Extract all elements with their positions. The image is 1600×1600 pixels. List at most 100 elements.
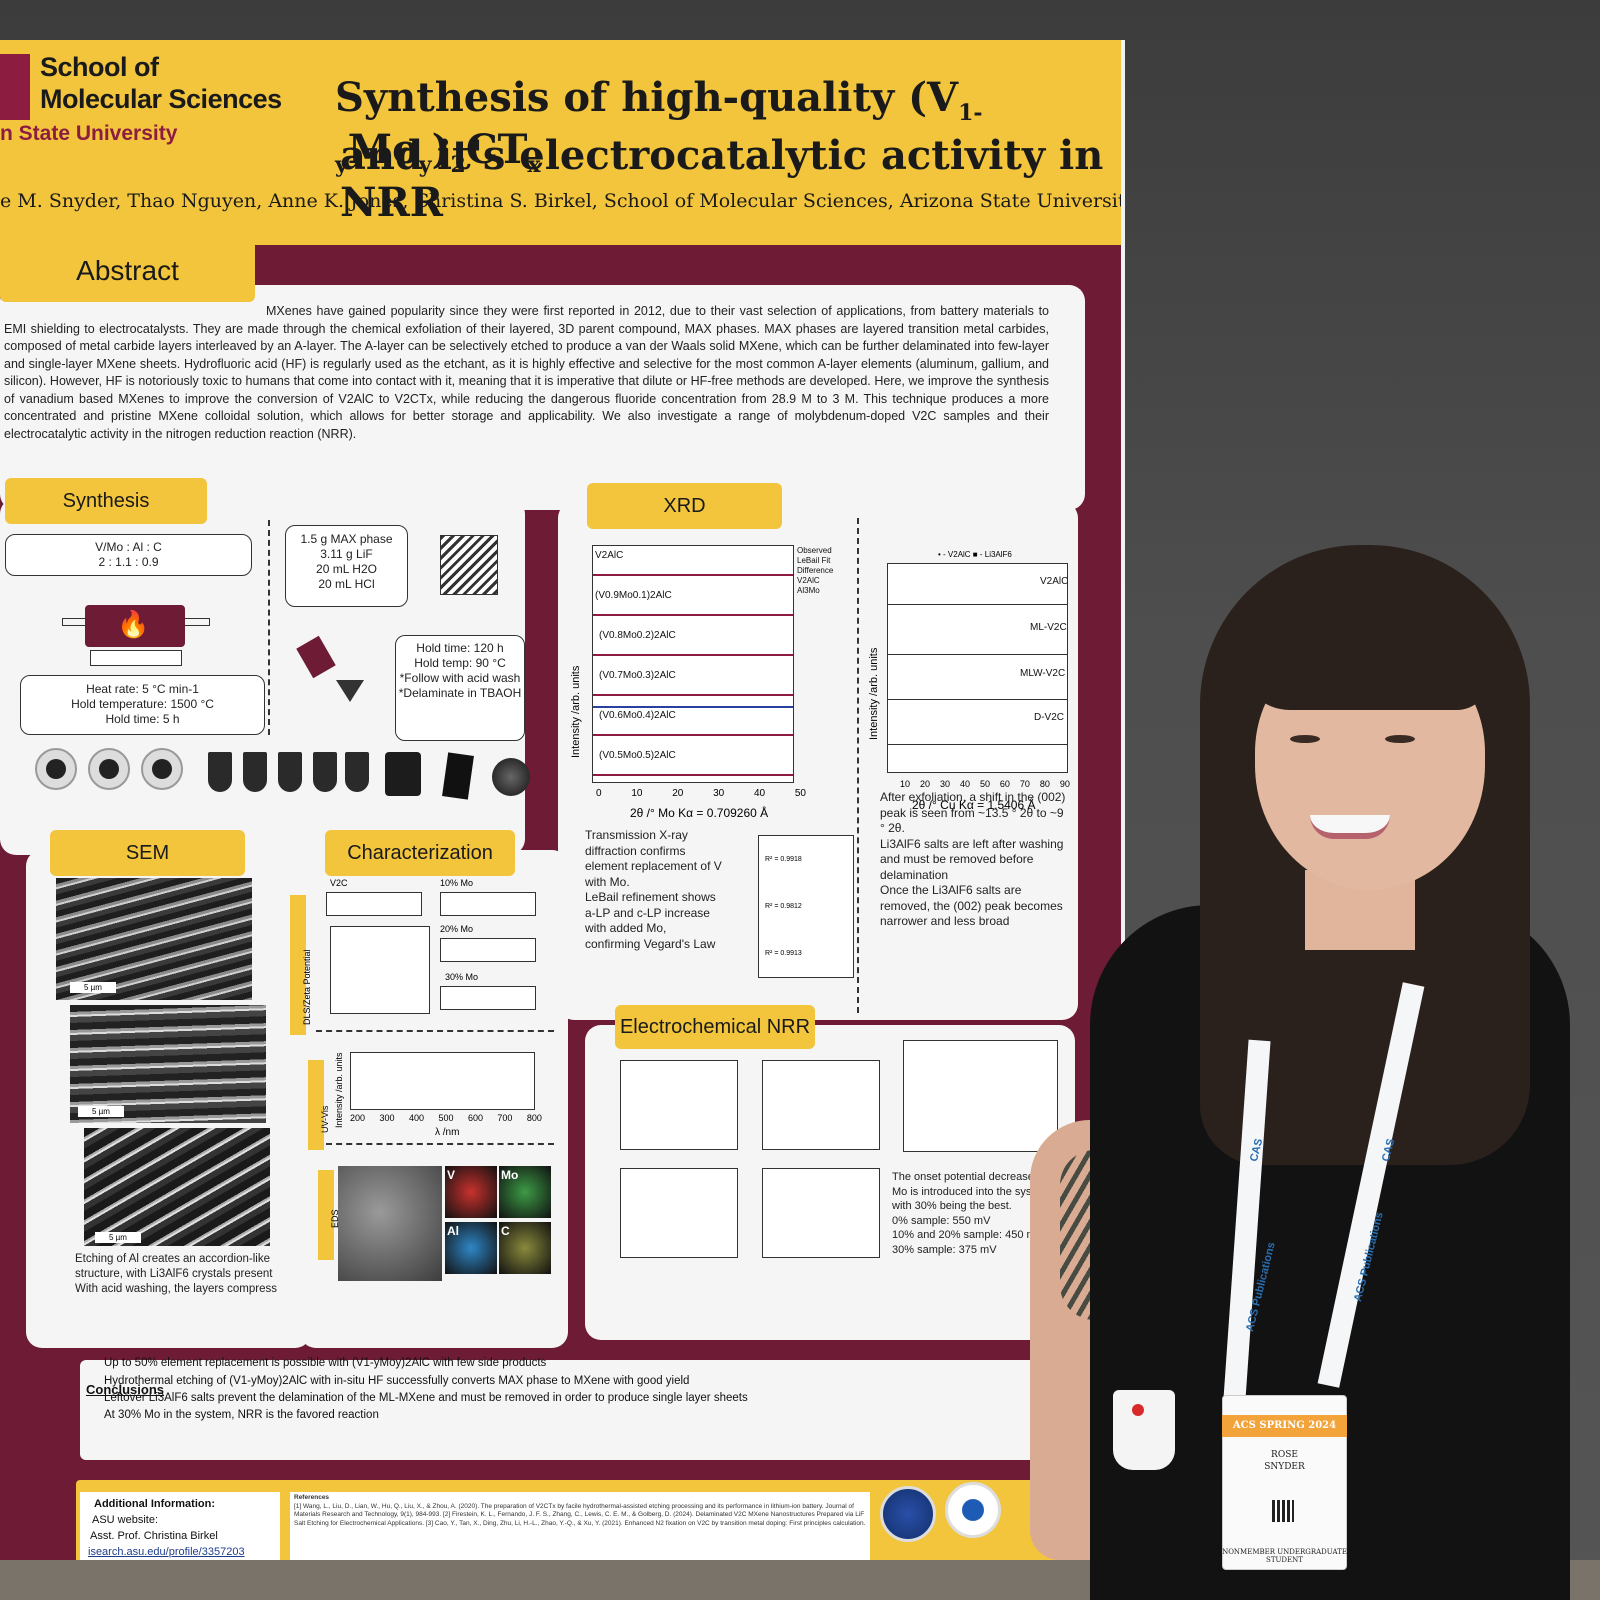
uvvis-x-tick: 200 xyxy=(350,1113,366,1123)
sample-pellet-image xyxy=(35,748,77,790)
badge-last-name: SNYDER xyxy=(1264,1462,1305,1472)
cup-contents xyxy=(1132,1404,1144,1416)
left-eye xyxy=(1290,735,1320,743)
nrr-note: 30% sample: 375 mV xyxy=(892,1243,997,1256)
cv-plot xyxy=(762,1168,880,1258)
sem-image xyxy=(56,878,252,1000)
xrd-y-axis-label: Intensity /arb. units xyxy=(570,665,582,758)
xrd-trace-label: V2AlC xyxy=(595,550,624,561)
uvvis-x-tick: 400 xyxy=(408,1113,424,1123)
nrr-note: 0% sample: 550 mV xyxy=(892,1214,991,1227)
abstract-heading: Abstract xyxy=(0,240,255,302)
xrd-trace-label: (V0.8Mo0.2)2AlC xyxy=(599,630,676,641)
synthesis-divider xyxy=(268,520,270,735)
eds-sem-image xyxy=(338,1166,442,1281)
xrd-trace xyxy=(593,654,793,656)
xrd-right-x-ticks: 10 20 30 40 50 60 70 80 90 xyxy=(900,779,1070,789)
heating-box: Heat rate: 5 °C min-1 Hold temperature: … xyxy=(20,675,265,735)
uvvis-x-tick: 800 xyxy=(526,1113,542,1123)
badge-event-band xyxy=(1222,1415,1347,1437)
conclusion-item: Leftover Li3AlF6 salts prevent the delam… xyxy=(104,1392,748,1404)
logo-university: n State University xyxy=(0,122,178,145)
uvvis-x-axis-label: λ /nm xyxy=(435,1127,460,1138)
xrd-right-legend: • - V2AlC ■ - Li3AlF6 xyxy=(938,550,1012,559)
research-poster: School of Molecular Sciences n State Uni… xyxy=(0,40,1125,1560)
synthesis-heading: Synthesis xyxy=(5,478,207,524)
xrd-trace xyxy=(888,654,1068,655)
colloid-bottle-image xyxy=(385,752,421,796)
nrr-heading: Electrochemical NRR xyxy=(615,1005,815,1049)
xrd-x-tick: 50 xyxy=(979,779,990,789)
nrr-note: The onset potential decreases as Mo is i… xyxy=(892,1171,1055,1212)
conclusions-panel xyxy=(80,1360,1090,1460)
fire-icon: 🔥 xyxy=(117,609,150,639)
sample-vial-image xyxy=(278,752,302,792)
xrd-note: After exfoliation, a shift in the (002) … xyxy=(880,790,1066,835)
xrd-divider xyxy=(857,518,859,1013)
xrd-x-tick: 10 xyxy=(900,779,911,789)
uvvis-x-tick: 500 xyxy=(438,1113,454,1123)
xrd-x-tick: 40 xyxy=(959,779,970,789)
xrd-x-tick: 30 xyxy=(939,779,950,789)
xrd-legend-item: LeBail Fit xyxy=(797,556,831,565)
side-label-bar xyxy=(318,1170,334,1260)
conclusion-item: Hydrothermal etching of (V1-yMoy)2AlC wi… xyxy=(104,1375,690,1387)
uvvis-x-tick: 300 xyxy=(379,1113,395,1123)
eds-label: Mo xyxy=(501,1168,519,1182)
fit-label: R² = 0.9812 xyxy=(765,903,802,910)
lsv-plot xyxy=(903,1040,1058,1152)
poster-title-line2: and it's electrocatalytic activity in NR… xyxy=(340,132,1104,226)
lattice-parameter-plot: R² = 0.9918 R² = 0.9812 R² = 0.9913 xyxy=(758,835,854,978)
uvvis-x-ticks: 200 300 400 500 600 700 800 xyxy=(350,1113,542,1123)
xrd-trace xyxy=(888,699,1068,700)
scale-bar: 5 µm xyxy=(78,1106,124,1117)
sample-vial-image xyxy=(313,752,337,792)
xrd-x-tick: 40 xyxy=(753,788,766,799)
xrd-trace xyxy=(593,694,793,696)
hold-time: Hold time: 5 h xyxy=(105,712,180,726)
etch-delaminate: *Delaminate in TBAOH xyxy=(398,686,522,700)
xrd-x-tick: 90 xyxy=(1059,779,1070,789)
sem-note: Etching of Al creates an accordion-like … xyxy=(75,1253,273,1280)
dls-plot xyxy=(330,926,430,1014)
char-divider xyxy=(326,1143,554,1145)
eds-label: C xyxy=(501,1224,510,1238)
reagent-item: 1.5 g MAX phase xyxy=(300,532,393,546)
zeta-plot xyxy=(326,892,422,916)
cv-plot xyxy=(620,1168,738,1258)
reagents-box: 1.5 g MAX phase 3.11 g LiF 20 mL H2O 20 … xyxy=(285,525,408,607)
xrd-trace xyxy=(593,774,793,776)
xrd-legend-item: Al3Mo xyxy=(797,586,820,595)
xrd-trace-label: (V0.5Mo0.5)2AlC xyxy=(599,750,676,761)
profile-link[interactable]: isearch.asu.edu/profile/3357203 xyxy=(88,1546,245,1558)
sem-image xyxy=(70,1005,266,1123)
poster-authors: e M. Snyder, Thao Nguyen, Anne K. Jones,… xyxy=(0,190,1125,212)
xrd-trace xyxy=(888,744,1068,745)
ratio-value: 2 : 1.1 : 0.9 xyxy=(98,555,159,569)
xrd-note: Once the Li3AlF6 salts are removed, the … xyxy=(880,883,1063,928)
conclusion-item: At 30% Mo in the system, NRR is the favo… xyxy=(104,1409,379,1421)
poster-header xyxy=(0,40,1121,245)
hold-temperature: Hold temperature: 1500 °C xyxy=(71,697,214,711)
side-label-bar xyxy=(290,895,306,1035)
xrd-trace-label: MLW-V2C xyxy=(1020,668,1066,679)
references-text: [1] Wang, L., Liu, D., Lian, W., Hu, Q.,… xyxy=(294,1502,866,1527)
eds-label: Al xyxy=(447,1224,459,1238)
sample-label: 10% Mo xyxy=(440,878,474,888)
xrd-trace xyxy=(593,706,793,708)
nrr-note: 10% and 20% sample: 450 mV xyxy=(892,1229,1044,1241)
xrd-right-y-axis-label: Intensity /arb. units xyxy=(868,647,880,740)
sample-vial-image xyxy=(208,752,232,792)
side-label: DLS/Zeta Potential xyxy=(302,949,312,1025)
asu-website-label: ASU website: xyxy=(92,1514,159,1526)
xrd-note: Li3AlF6 salts are left after washing and… xyxy=(880,836,1064,882)
sample-label: 30% Mo xyxy=(445,972,479,982)
sample-pellet-image xyxy=(141,748,183,790)
etch-conditions-box: Hold time: 120 h Hold temp: 90 °C *Follo… xyxy=(395,635,525,741)
xrd-x-tick: 0 xyxy=(596,788,602,799)
conclusion-item: Up to 50% element replacement is possibl… xyxy=(104,1357,547,1369)
etch-hold-time: Hold time: 120 h xyxy=(416,641,504,655)
badge-status: NONMEMBER UNDERGRADUATE STUDENT xyxy=(1222,1548,1347,1564)
xrd-note: Transmission X-ray diffraction confirms … xyxy=(585,828,722,889)
xrd-trace-label: V2AlC xyxy=(1040,576,1069,587)
